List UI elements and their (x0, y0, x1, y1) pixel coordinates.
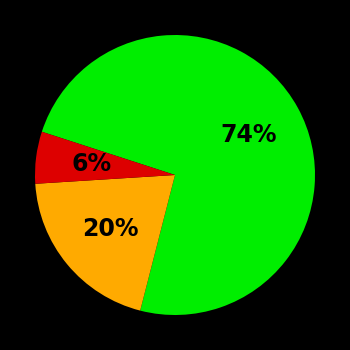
Text: 20%: 20% (82, 217, 139, 240)
Wedge shape (35, 132, 175, 184)
Wedge shape (42, 35, 315, 315)
Text: 74%: 74% (220, 122, 277, 147)
Text: 6%: 6% (72, 153, 112, 176)
Wedge shape (35, 175, 175, 310)
